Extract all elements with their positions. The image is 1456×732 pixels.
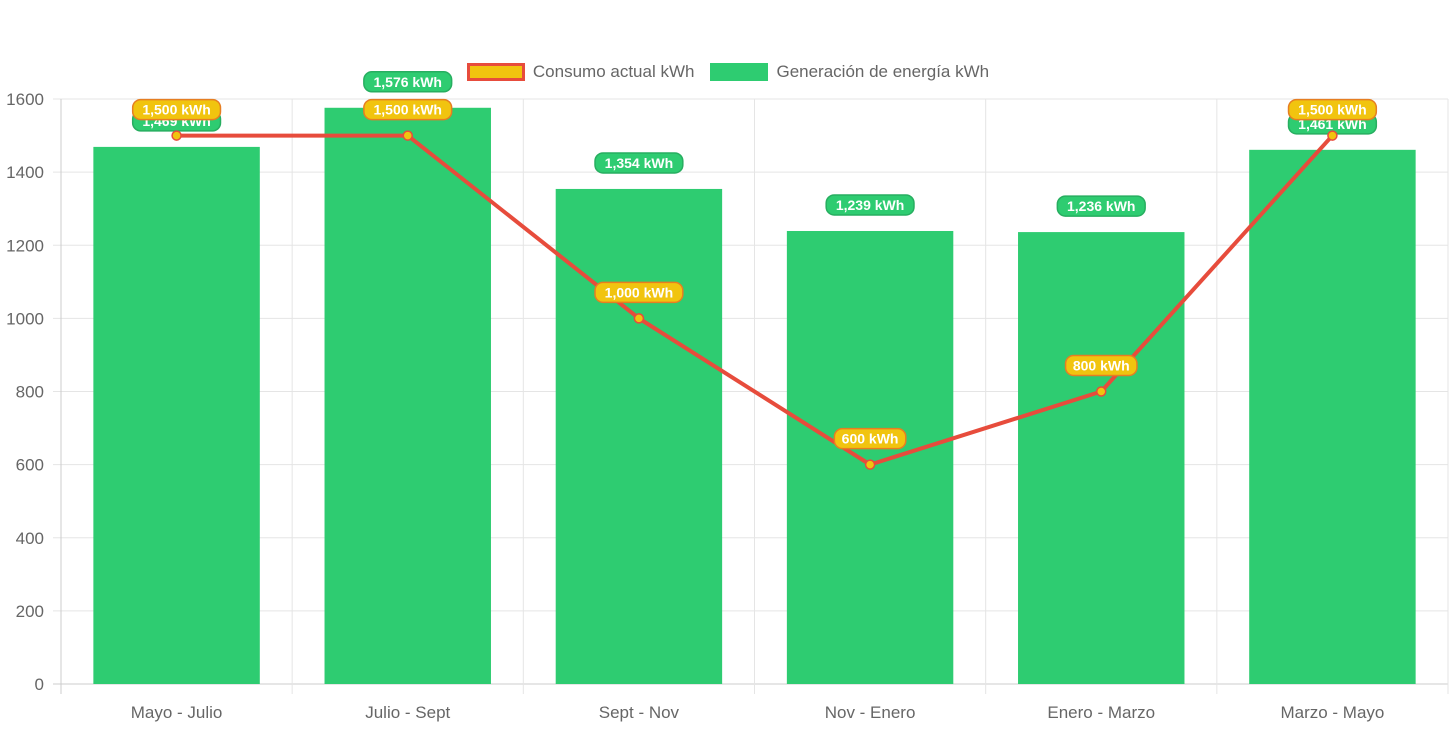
bar-series-generacion bbox=[93, 107, 1416, 685]
bar-data-label-bg bbox=[1056, 195, 1146, 217]
bar-data-label: 1,576 kWh bbox=[363, 71, 453, 93]
legend-item-generacion[interactable]: Generación de energía kWh bbox=[710, 62, 989, 82]
line-data-label-bg bbox=[363, 98, 453, 121]
bar-generacion[interactable] bbox=[1018, 232, 1185, 684]
line-labels: 1,500 kWh 1,500 kWh 1,000 kWh 600 kWh 800 kW… bbox=[131, 98, 1378, 450]
line-data-label-bg bbox=[833, 427, 907, 450]
bar-generacion[interactable] bbox=[1249, 149, 1416, 684]
line-point-consumo[interactable] bbox=[171, 130, 182, 141]
x-grid: Mayo - Julio Julio - Sept Sept - Nov Nov - … bbox=[60, 99, 1449, 722]
y-tick-label: 600 bbox=[16, 456, 44, 475]
bar-data-label-bg bbox=[363, 71, 453, 93]
y-tick-label: 1600 bbox=[6, 90, 44, 109]
bar-data-label: 1,239 kWh bbox=[825, 194, 915, 216]
line-data-label-text: 1,500 kWh bbox=[374, 102, 442, 118]
line-data-label-bg bbox=[594, 281, 684, 304]
bar-generacion[interactable] bbox=[93, 146, 260, 685]
bar-data-label-text: 1,239 kWh bbox=[836, 197, 904, 213]
line-point-consumo[interactable] bbox=[402, 130, 413, 141]
x-tick-label: Enero - Marzo bbox=[1047, 703, 1155, 722]
y-tick-label: 1400 bbox=[6, 163, 44, 182]
x-tick-label: Mayo - Julio bbox=[131, 703, 223, 722]
line-data-label-bg bbox=[1064, 354, 1138, 377]
line-data-label-text: 600 kWh bbox=[842, 431, 899, 447]
bar-data-label-text: 1,576 kWh bbox=[374, 74, 442, 90]
bar-generacion[interactable] bbox=[555, 188, 723, 684]
x-tick-label: Julio - Sept bbox=[365, 703, 450, 722]
line-consumo bbox=[176, 133, 1334, 467]
y-tick-label: 0 bbox=[35, 675, 44, 694]
line-point-consumo[interactable] bbox=[864, 459, 876, 470]
line-data-label-bg bbox=[1287, 98, 1378, 121]
line-data-label-text: 1,000 kWh bbox=[605, 284, 673, 300]
legend-item-consumo[interactable]: Consumo actual kWh bbox=[466, 62, 695, 82]
bar-data-label: 1,236 kWh bbox=[1056, 195, 1146, 217]
legend-label-consumo: Consumo actual kWh bbox=[532, 62, 695, 81]
bar-data-label-text: 1,354 kWh bbox=[605, 155, 673, 171]
bar-data-label-bg bbox=[825, 194, 915, 216]
y-tick-label: 400 bbox=[16, 529, 44, 548]
line-data-label-text: 1,500 kWh bbox=[1298, 102, 1366, 118]
line-series-consumo bbox=[171, 130, 1338, 470]
y-grid: 0 200 400 600 800 1000 1200 1400 1600 bbox=[6, 90, 1448, 694]
line-data-label-text: 800 kWh bbox=[1073, 358, 1130, 374]
bar-data-label-text: 1,236 kWh bbox=[1067, 198, 1135, 214]
line-data-label: 600 kWh bbox=[833, 427, 907, 450]
line-data-label-text: 1,500 kWh bbox=[142, 102, 210, 118]
line-point-consumo[interactable] bbox=[1327, 130, 1338, 141]
legend-label-generacion: Generación de energía kWh bbox=[776, 62, 990, 81]
y-tick-label: 200 bbox=[16, 602, 44, 621]
bar-generacion[interactable] bbox=[324, 107, 491, 684]
bar-generacion[interactable] bbox=[786, 230, 954, 684]
x-tick-label: Sept - Nov bbox=[599, 703, 680, 722]
line-point-consumo[interactable] bbox=[1096, 386, 1107, 397]
line-data-label: 1,000 kWh bbox=[594, 281, 684, 304]
line-data-label-bg bbox=[131, 98, 222, 121]
x-tick-label: Marzo - Mayo bbox=[1280, 703, 1384, 722]
x-tick-label: Nov - Enero bbox=[825, 703, 916, 722]
y-tick-label: 800 bbox=[16, 383, 44, 402]
chart-legend: Consumo actual kWh Generación de energía… bbox=[0, 62, 1456, 82]
y-tick-label: 1000 bbox=[6, 309, 44, 328]
y-tick-label: 1200 bbox=[6, 236, 44, 255]
line-data-label: 1,500 kWh bbox=[363, 98, 453, 121]
legend-swatch-consumo bbox=[466, 63, 525, 81]
bar-data-label-bg bbox=[594, 152, 684, 174]
line-point-consumo[interactable] bbox=[633, 313, 645, 324]
legend-swatch-generacion bbox=[710, 63, 769, 81]
line-data-label: 1,500 kWh bbox=[1287, 98, 1378, 121]
bar-data-label: 1,354 kWh bbox=[594, 152, 684, 174]
line-data-label: 800 kWh bbox=[1064, 354, 1138, 377]
line-data-label: 1,500 kWh bbox=[131, 98, 222, 121]
